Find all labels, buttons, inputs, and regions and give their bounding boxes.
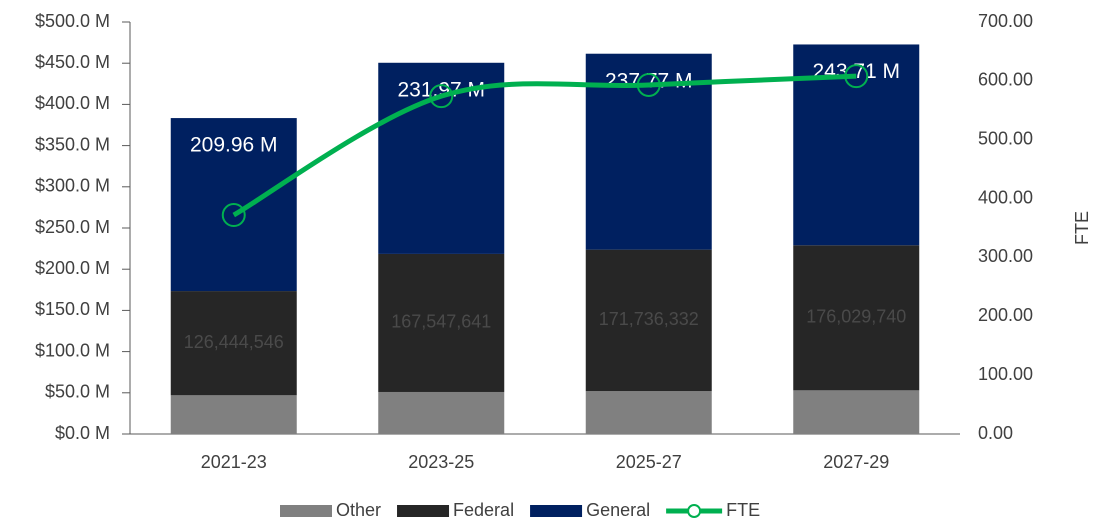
legend-label: Federal — [453, 500, 514, 520]
y-tick-label: $200.0 M — [35, 258, 110, 278]
y2-tick-label: 400.00 — [978, 187, 1033, 207]
y-tick-label: $250.0 M — [35, 217, 110, 237]
legend-swatch — [530, 505, 583, 517]
data-label: 167,547,641 — [391, 312, 491, 332]
x-tick-label: 2025-27 — [616, 452, 682, 472]
bar-segment — [378, 391, 505, 434]
y-tick-label: $50.0 M — [45, 382, 110, 402]
legend-label: FTE — [726, 500, 760, 520]
y2-tick-label: 200.00 — [978, 305, 1033, 325]
y-tick-label: $500.0 M — [35, 11, 110, 31]
y-tick-label: $400.0 M — [35, 93, 110, 113]
data-label: 171,736,332 — [599, 309, 699, 329]
data-label: 176,029,740 — [806, 307, 906, 327]
y-tick-label: $0.0 M — [55, 423, 110, 443]
bar-segment — [793, 245, 920, 391]
fte-marker — [844, 64, 869, 89]
x-tick-label: 2027-29 — [823, 452, 889, 472]
fte-marker — [429, 84, 454, 109]
y-tick-label: $450.0 M — [35, 52, 110, 72]
x-tick-label: 2023-25 — [408, 452, 474, 472]
legend-label: General — [586, 500, 650, 520]
bar-segment — [793, 390, 920, 434]
legend-marker — [687, 504, 702, 518]
bar-segment — [378, 253, 505, 392]
fte-line — [232, 73, 857, 218]
y-tick-label: $100.0 M — [35, 340, 110, 360]
fte-marker — [636, 72, 661, 97]
legend-label: Other — [336, 500, 381, 520]
bar-segment — [170, 291, 297, 396]
data-label: 237.77 M — [605, 69, 693, 92]
y-tick-label: $150.0 M — [35, 299, 110, 319]
data-label: 231.97 M — [397, 78, 485, 101]
y2-tick-label: 0.00 — [978, 423, 1013, 443]
y-tick-label: $300.0 M — [35, 176, 110, 196]
legend-swatch — [397, 505, 450, 517]
bar-segment — [170, 395, 297, 434]
y2-axis-label: FTE — [1072, 211, 1092, 245]
bar-segment — [585, 391, 712, 434]
bar-segment — [585, 249, 712, 392]
y2-tick-label: 100.00 — [978, 364, 1033, 384]
y2-tick-label: 500.00 — [978, 128, 1033, 148]
data-label: 126,444,546 — [184, 332, 284, 352]
y2-tick-label: 600.00 — [978, 70, 1033, 90]
legend-swatch — [280, 505, 332, 517]
fte-marker — [221, 203, 246, 228]
y2-tick-label: 300.00 — [978, 246, 1033, 266]
x-tick-label: 2021-23 — [201, 452, 267, 472]
data-label: 209.96 M — [190, 134, 278, 157]
y2-tick-label: 700.00 — [978, 11, 1033, 31]
y-tick-label: $350.0 M — [35, 134, 110, 154]
